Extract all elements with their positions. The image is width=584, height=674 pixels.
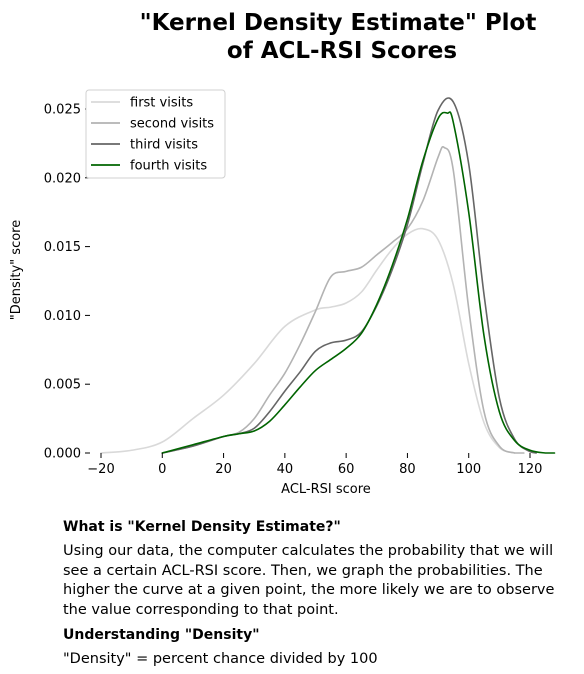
legend-label: fourth visits <box>130 159 207 174</box>
y-axis-label: "Density" score <box>9 220 24 320</box>
y-tick-label: 0.010 <box>44 309 81 324</box>
x-tick-label: 0 <box>158 462 166 477</box>
kde-heading: What is "Kernel Density Estimate?" <box>63 519 341 535</box>
x-tick-label: 100 <box>456 462 481 477</box>
x-axis: −20 0 20 40 60 80 100 120 <box>87 453 542 477</box>
legend-label: second visits <box>130 117 214 132</box>
legend-label: first visits <box>130 96 193 111</box>
legend-frame <box>85 89 226 179</box>
x-axis-label: ACL-RSI score <box>281 482 371 497</box>
chart-title-line-1: "Kernel Density Estimate" Plot <box>140 10 537 36</box>
kde-explanation: Using our data, the computer calculates … <box>63 543 555 618</box>
density-curves <box>100 97 556 454</box>
x-tick-label: 60 <box>338 462 355 477</box>
y-tick-label: 0.025 <box>44 103 81 118</box>
y-axis: 0.000 0.005 0.010 0.015 0.020 0.025 <box>44 103 90 462</box>
y-tick-label: 0.005 <box>44 378 81 393</box>
x-tick-label: −20 <box>87 462 114 477</box>
density-curve-series-4 <box>161 111 556 454</box>
y-tick-label: 0.000 <box>44 447 81 462</box>
x-tick-label: 80 <box>399 462 416 477</box>
y-tick-label: 0.015 <box>44 240 81 255</box>
density-explanation: "Density" = percent chance divided by 10… <box>63 651 378 667</box>
density-heading: Understanding "Density" <box>63 627 260 643</box>
density-curve-series-1 <box>100 227 516 454</box>
x-tick-label: 40 <box>277 462 294 477</box>
legend: first visits second visits third visits fou… <box>85 89 226 179</box>
kde-chart: "Kernel Density Estimate" Plot of ACL-RS… <box>9 10 556 497</box>
legend-label: third visits <box>130 138 198 153</box>
y-tick-label: 0.020 <box>44 171 81 186</box>
explanation-panel: What is "Kernel Density Estimate?" Using… <box>63 518 578 670</box>
x-tick-label: 120 <box>518 462 543 477</box>
x-tick-label: 20 <box>215 462 232 477</box>
chart-title-line-2: of ACL-RSI Scores <box>227 38 457 64</box>
density-curve-series-2 <box>161 146 525 454</box>
